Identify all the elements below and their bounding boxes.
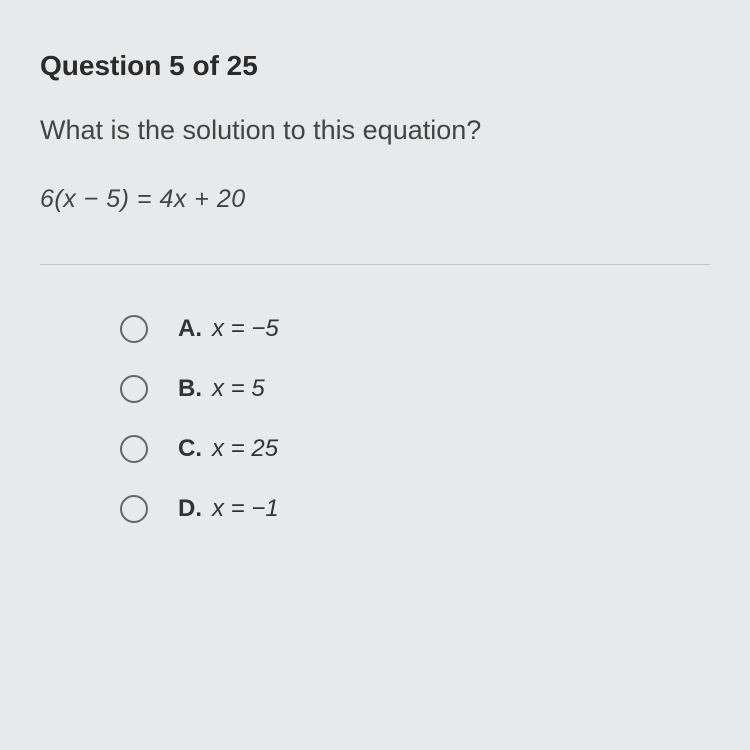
answer-options: A. x = −5 B. x = 5 C. x = 25 D. x = −1 (40, 315, 710, 523)
radio-icon[interactable] (120, 495, 148, 523)
option-value: x = −1 (212, 495, 279, 523)
option-label: C. (178, 435, 202, 463)
question-prompt: What is the solution to this equation? (40, 112, 710, 150)
option-label: A. (178, 315, 202, 343)
equation: 6(x − 5) = 4x + 20 (40, 185, 710, 214)
option-a[interactable]: A. x = −5 (120, 315, 710, 343)
radio-icon[interactable] (120, 315, 148, 343)
option-label: B. (178, 375, 202, 403)
option-value: x = 5 (212, 375, 265, 403)
option-b[interactable]: B. x = 5 (120, 375, 710, 403)
option-label: D. (178, 495, 202, 523)
radio-icon[interactable] (120, 435, 148, 463)
section-divider (40, 264, 710, 265)
question-header: Question 5 of 25 (40, 50, 710, 82)
radio-icon[interactable] (120, 375, 148, 403)
option-value: x = −5 (212, 315, 279, 343)
option-d[interactable]: D. x = −1 (120, 495, 710, 523)
option-value: x = 25 (212, 435, 278, 463)
option-c[interactable]: C. x = 25 (120, 435, 710, 463)
